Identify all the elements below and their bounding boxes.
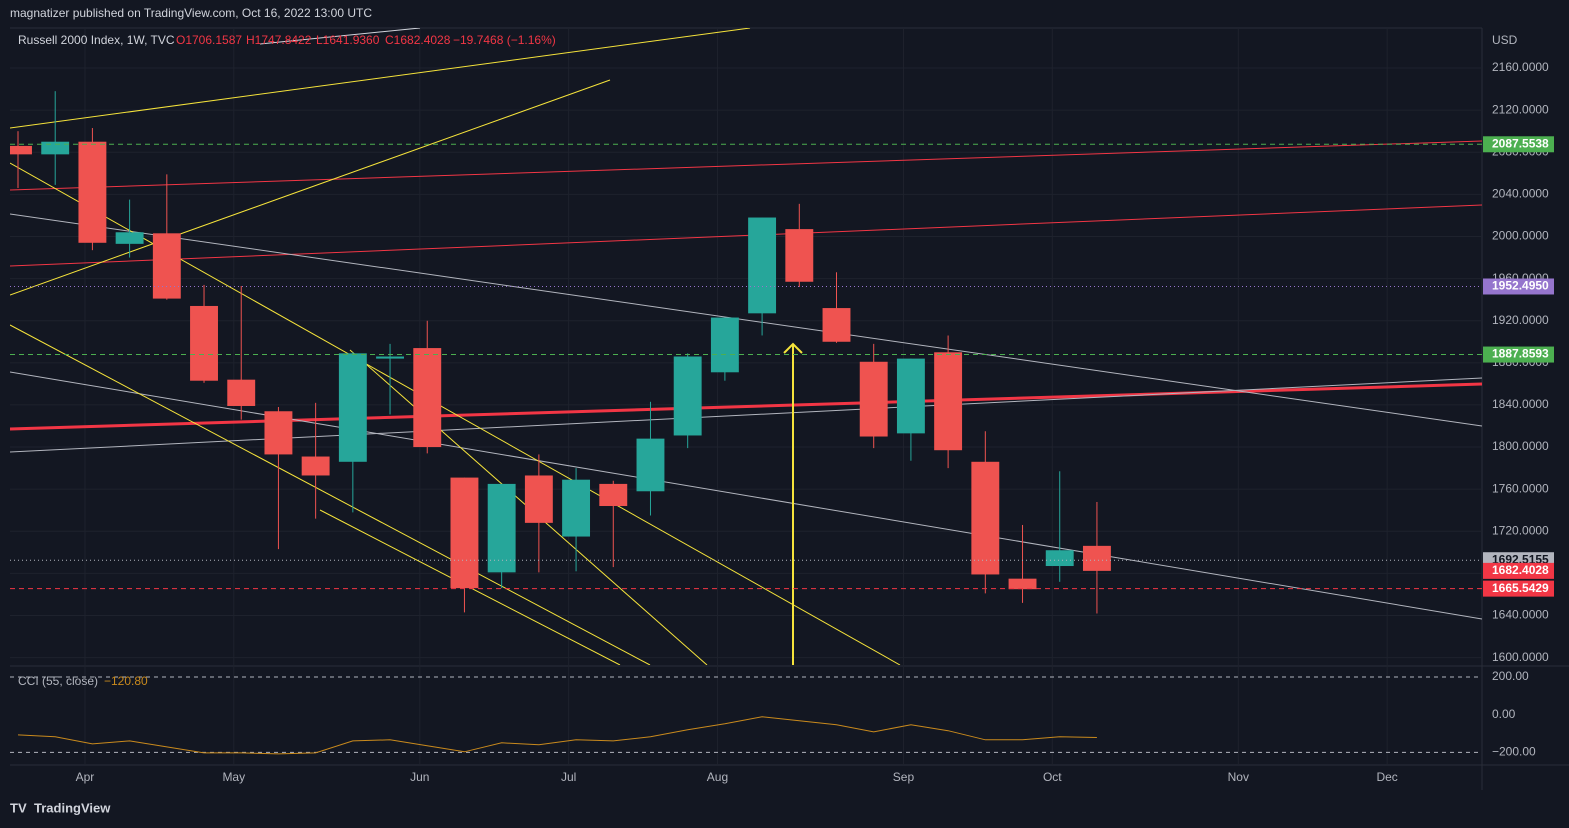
trend-line <box>10 28 751 129</box>
candle-body <box>710 317 739 373</box>
y-tick-label: 200.00 <box>1492 669 1529 683</box>
price-label: 2087.5538 <box>1492 136 1549 150</box>
marks <box>10 91 1482 755</box>
candle-body <box>822 308 851 342</box>
candle-body <box>1008 578 1037 590</box>
grid <box>10 28 1482 765</box>
trend-line <box>10 204 1482 267</box>
candle-body <box>41 141 70 155</box>
ohlc-low: L1641.9360 <box>316 33 380 47</box>
cci-label: CCI (55, close) <box>18 674 98 688</box>
symbol-title: Russell 2000 Index, 1W, TVC <box>18 33 175 47</box>
y-tick-label: 2160.0000 <box>1492 60 1549 74</box>
ohlc-open: O1706.1587 <box>176 33 242 47</box>
ohlc-close: C1682.4028 <box>385 33 451 47</box>
y-tick-label: 1920.0000 <box>1492 313 1549 327</box>
candle-body <box>227 379 256 406</box>
candle-body <box>1082 545 1111 571</box>
price-label: 1665.5429 <box>1492 581 1549 595</box>
trend-line <box>10 371 1482 620</box>
price-label: 1952.4950 <box>1492 279 1549 293</box>
candle-body <box>859 361 888 437</box>
trend-line <box>10 382 1482 431</box>
candle-body <box>524 475 553 523</box>
y-tick-label: −200.00 <box>1492 745 1536 759</box>
y-tick-label: 1720.0000 <box>1492 523 1549 537</box>
trend-line <box>10 324 651 665</box>
x-tick-label: Jun <box>410 770 429 784</box>
y-tick-label: 1640.0000 <box>1492 608 1549 622</box>
candle-body <box>599 483 628 507</box>
candle-body <box>264 411 293 455</box>
candle-body <box>376 356 404 359</box>
y-tick-label: 1760.0000 <box>1492 481 1549 495</box>
trend-line <box>259 28 421 45</box>
y-tick-label: 2120.0000 <box>1492 102 1549 116</box>
candle-body <box>1045 550 1074 567</box>
candle-body <box>785 229 814 282</box>
price-label-bg <box>1483 580 1554 597</box>
x-tick-label: Jul <box>561 770 576 784</box>
price-label-bg <box>1483 562 1554 579</box>
cci-line <box>17 716 1097 755</box>
price-label: 1682.4028 <box>1492 563 1549 577</box>
y-tick-label: 2000.0000 <box>1492 229 1549 243</box>
candle-body <box>338 353 367 462</box>
y-tick-label: 1840.0000 <box>1492 397 1549 411</box>
y-tick-label: 1600.0000 <box>1492 650 1549 664</box>
y-tick-label: 1800.0000 <box>1492 439 1549 453</box>
trend-line <box>10 377 1482 453</box>
cci-value: −120.80 <box>104 674 148 688</box>
x-tick-label: Oct <box>1043 770 1062 784</box>
y-tick-label: 2040.0000 <box>1492 187 1549 201</box>
candle-body <box>896 358 925 434</box>
footer-brand: TradingView <box>34 800 111 815</box>
x-tick-label: Apr <box>76 770 95 784</box>
y-tick-label: 0.00 <box>1492 707 1516 721</box>
price-label: 1887.8593 <box>1492 347 1549 361</box>
x-tick-label: Sep <box>893 770 915 784</box>
candle-body <box>301 456 330 476</box>
candle-body <box>487 483 516 573</box>
change: −19.7468 (−1.16%) <box>453 33 556 47</box>
publisher: magnatizer published on TradingView.com,… <box>10 6 372 20</box>
arrow-head <box>783 342 803 354</box>
price-label-bg <box>1483 278 1554 295</box>
candle-body <box>636 438 665 492</box>
price-label-bg <box>1483 346 1554 363</box>
candle-body <box>115 232 144 244</box>
logo: TV <box>10 800 27 815</box>
candle-body <box>971 461 1000 575</box>
trend-line <box>10 79 611 296</box>
candle-body <box>450 477 479 589</box>
x-tick-label: Aug <box>707 770 728 784</box>
ohlc-high: H1747.8422 <box>246 33 312 47</box>
candle-body <box>673 356 702 436</box>
x-tick-label: May <box>222 770 245 784</box>
candle-body <box>562 479 591 537</box>
x-tick-label: Nov <box>1228 770 1249 784</box>
candle-body <box>152 233 181 299</box>
trend-line <box>10 140 1482 191</box>
x-tick-label: Dec <box>1376 770 1397 784</box>
candle-body <box>934 352 963 451</box>
candle-body <box>190 305 218 381</box>
currency: USD <box>1492 33 1518 47</box>
candle-body <box>10 145 32 155</box>
price-label-bg <box>1483 136 1554 153</box>
candle-body <box>78 141 107 243</box>
candle-body <box>413 348 442 448</box>
candle-body <box>748 217 777 314</box>
